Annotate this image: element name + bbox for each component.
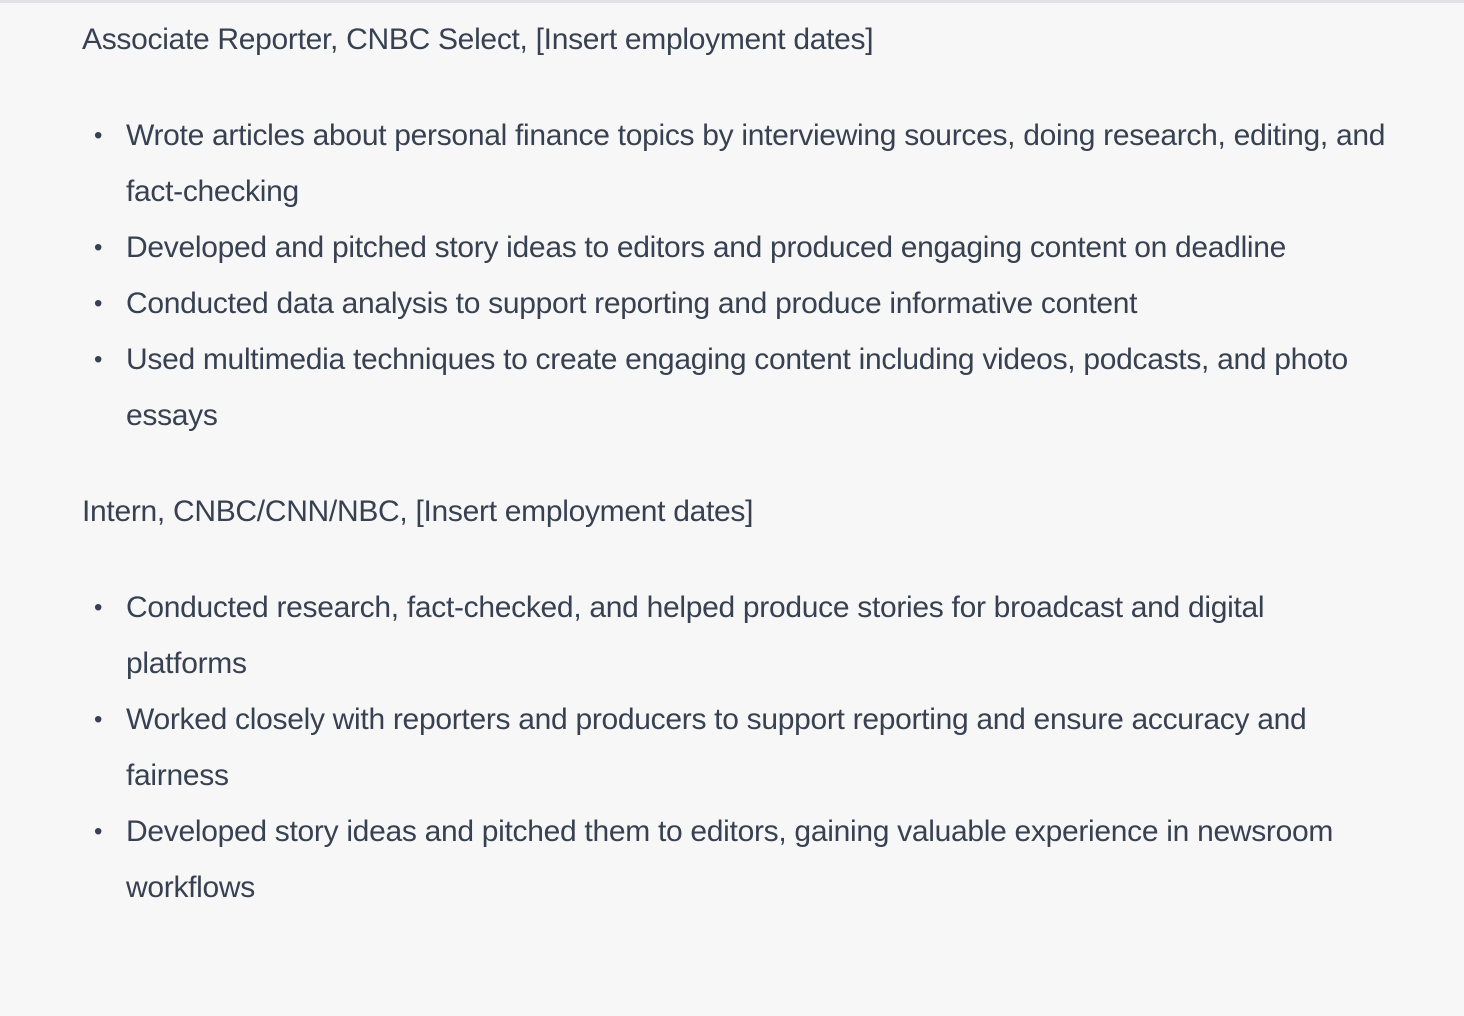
job-bullets: • Wrote articles about personal finance t… — [82, 108, 1402, 444]
chat-response: Associate Reporter, CNBC Select, [Insert… — [82, 12, 1402, 956]
bullet-icon: • — [94, 594, 103, 621]
list-item-text: Developed story ideas and pitched them t… — [126, 815, 1334, 904]
list-item: • Used multimedia techniques to create en… — [82, 332, 1386, 444]
list-item-text: Conducted data analysis to support repor… — [126, 287, 1138, 320]
bullet-icon: • — [94, 818, 103, 845]
list-item: • Developed and pitched story ideas to ed… — [82, 220, 1386, 276]
list-item: • Conducted data analysis to support repo… — [82, 276, 1386, 332]
list-item: • Worked closely with reporters and produ… — [82, 692, 1386, 804]
list-item: • Developed story ideas and pitched them … — [82, 804, 1386, 916]
bullet-icon: • — [94, 122, 103, 149]
list-item-text: Conducted research, fact-checked, and he… — [126, 591, 1265, 680]
list-item-text: Developed and pitched story ideas to edi… — [126, 231, 1287, 264]
list-item-text: Used multimedia techniques to create eng… — [126, 343, 1348, 432]
job-title: Associate Reporter, CNBC Select, [Insert… — [82, 23, 874, 56]
bullet-icon: • — [94, 234, 103, 261]
job-title: Intern, CNBC/CNN/NBC, [Insert employment… — [82, 495, 754, 528]
job-bullets: • Conducted research, fact-checked, and h… — [82, 580, 1402, 916]
bullet-icon: • — [94, 706, 103, 733]
list-item-text: Wrote articles about personal finance to… — [126, 119, 1386, 208]
list-item: • Conducted research, fact-checked, and h… — [82, 580, 1386, 692]
list-item: • Wrote articles about personal finance t… — [82, 108, 1386, 220]
top-divider — [0, 0, 1464, 3]
list-item-text: Worked closely with reporters and produc… — [126, 703, 1307, 792]
bullet-icon: • — [94, 290, 103, 317]
bullet-icon: • — [94, 346, 103, 373]
